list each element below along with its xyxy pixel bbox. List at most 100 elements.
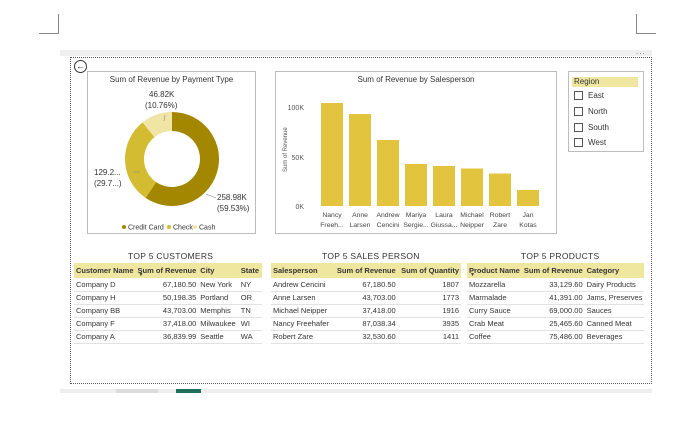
table-cell: Crab Meat xyxy=(467,317,522,331)
credit-percent-label: (59.53%) xyxy=(217,204,250,213)
table-cell: 1411 xyxy=(397,330,461,344)
table-row[interactable]: Coffee 75,486.00 Beverages xyxy=(467,330,645,344)
legend-cash-label[interactable]: Cash xyxy=(199,225,215,232)
region-option-label: East xyxy=(588,91,605,100)
table-header-row: Salesperson Sum of Revenue Sum of Quanti… xyxy=(271,263,461,278)
table-cell: Seattle xyxy=(198,330,239,344)
table-cell: 50,198.35 xyxy=(135,291,199,305)
x-tick-label: Freeh... xyxy=(320,222,344,229)
table-cell: 43,703.00 xyxy=(334,291,398,305)
table-row[interactable]: Company A 36,839.99 Seattle WA xyxy=(74,330,262,344)
table-row[interactable]: Company H 50,198.35 Portland OR xyxy=(74,291,262,305)
column-header[interactable]: Sum of Revenue ▼ xyxy=(135,263,199,278)
region-option-north[interactable]: North xyxy=(574,107,608,117)
region-option-west[interactable]: West xyxy=(574,138,606,148)
page-scrollbar-track[interactable] xyxy=(60,389,652,393)
page-tab-active[interactable] xyxy=(176,389,201,393)
table-row[interactable]: Company BB 43,703.00 Memphis TN xyxy=(74,304,262,318)
checkbox-icon[interactable] xyxy=(574,107,583,116)
region-option-south[interactable]: South xyxy=(574,123,609,133)
table-header-row: Customer Name Sum of Revenue ▼ City State xyxy=(74,263,262,278)
column-header[interactable]: State xyxy=(238,263,262,278)
bar-6[interactable] xyxy=(489,173,511,207)
bar-1[interactable] xyxy=(349,114,371,206)
table-row[interactable]: Crab Meat 25,465.60 Canned Meat xyxy=(467,317,645,331)
region-slicer[interactable]: Region East North South West xyxy=(568,71,644,152)
top-customers-table[interactable]: Customer Name Sum of Revenue ▼ City State… xyxy=(74,263,262,344)
table-cell: 41,391.00 xyxy=(521,291,585,305)
table-cell: TN xyxy=(238,304,262,318)
table-cell: Anne Larsen xyxy=(271,291,335,305)
table-cell: 75,486.00 xyxy=(521,330,585,344)
column-header[interactable]: Sum of Quantity xyxy=(397,263,461,278)
region-option-label: North xyxy=(588,107,608,116)
column-header[interactable]: Sum of Revenue xyxy=(521,263,585,278)
table-cell: 32,530.60 xyxy=(334,330,398,344)
table-cell: 37,418.00 xyxy=(334,304,398,318)
column-header[interactable]: Product Name ▼ xyxy=(467,263,522,278)
legend-check-label[interactable]: Check xyxy=(173,225,193,232)
back-arrow-icon[interactable]: ← xyxy=(74,60,87,73)
bar-0[interactable] xyxy=(321,103,343,206)
table-cell: Memphis xyxy=(198,304,239,318)
page-tab-inactive[interactable] xyxy=(116,389,158,393)
table-row[interactable]: Marmalade 41,391.00 Jams, Preserves xyxy=(467,291,645,305)
legend-credit-card-label[interactable]: Credit Card xyxy=(128,225,164,232)
table-cell: Nancy Freehafer xyxy=(271,317,335,331)
top-products-table[interactable]: Product Name ▼ Sum of Revenue Category Mo… xyxy=(467,263,645,344)
table-cell: Company F xyxy=(74,317,136,331)
table-cell: Jams, Preserves xyxy=(584,291,645,305)
top-salesperson-title: TOP 5 SALES PERSON xyxy=(322,251,420,261)
table-row[interactable]: Anne Larsen 43,703.00 1773 xyxy=(271,291,461,305)
report-canvas: ← Sum of Revenue by Payment Type 46.82K … xyxy=(70,57,652,384)
column-header[interactable]: Category xyxy=(584,263,645,278)
sort-descending-icon[interactable]: ▼ xyxy=(470,272,475,278)
column-header[interactable]: Sum of Revenue xyxy=(334,263,398,278)
column-header[interactable]: Customer Name xyxy=(74,263,136,278)
table-cell: Sauces xyxy=(584,304,645,318)
y-axis-label: Sum of Revenue xyxy=(283,127,289,172)
table-row[interactable]: Company F 37,418.00 Milwaukee WI xyxy=(74,317,262,331)
column-header[interactable]: Salesperson xyxy=(271,263,335,278)
region-option-label: West xyxy=(588,138,607,147)
table-cell: NY xyxy=(238,278,262,292)
table-cell: 1807 xyxy=(397,278,461,292)
bar-7[interactable] xyxy=(517,190,539,206)
credit-leader-line xyxy=(205,193,217,199)
table-row[interactable]: Curry Sauce 69,000.00 Sauces xyxy=(467,304,645,318)
table-row[interactable]: Mozzarella 33,129.60 Dairy Products xyxy=(467,278,645,292)
x-tick-label: Mariya xyxy=(406,212,427,219)
table-row[interactable]: Company D 67,180.50 New York NY xyxy=(74,278,262,292)
checkbox-icon[interactable] xyxy=(574,91,583,100)
region-option-east[interactable]: East xyxy=(574,91,604,101)
bar-chart-title: Sum of Revenue by Salesperson xyxy=(357,75,475,84)
checkbox-icon[interactable] xyxy=(574,138,583,147)
table-cell: 1916 xyxy=(397,304,461,318)
table-row[interactable]: Michael Neipper 37,418.00 1916 xyxy=(271,304,461,318)
table-row[interactable]: Nancy Freehafer 87,038.34 3935 xyxy=(271,317,461,331)
bar-3[interactable] xyxy=(405,164,427,206)
salesperson-bar-chart[interactable]: Sum of Revenue by Salesperson Sum of Rev… xyxy=(275,71,557,234)
table-cell: Robert Zare xyxy=(271,330,335,344)
region-slicer-title: Region xyxy=(572,77,638,87)
x-tick-label: Zare xyxy=(493,222,507,229)
donut-slice-check[interactable] xyxy=(125,122,157,198)
checkbox-icon[interactable] xyxy=(574,123,583,132)
payment-type-donut-chart[interactable]: Sum of Revenue by Payment Type 46.82K (1… xyxy=(87,71,256,234)
bar-4[interactable] xyxy=(433,166,455,206)
report-top-strip xyxy=(60,50,652,56)
check-percent-label: (29.7...) xyxy=(94,179,122,188)
column-header[interactable]: City xyxy=(198,263,239,278)
more-options-icon[interactable]: ... xyxy=(636,47,646,56)
check-value-label: 129.2... xyxy=(94,168,121,177)
table-row[interactable]: Andrew Cencini 67,180.50 1807 xyxy=(271,278,461,292)
top-salesperson-table[interactable]: Salesperson Sum of Revenue Sum of Quanti… xyxy=(271,263,461,344)
table-cell: 3935 xyxy=(397,317,461,331)
table-row[interactable]: Robert Zare 32,530.60 1411 xyxy=(271,330,461,344)
top-customers-title: TOP 5 CUSTOMERS xyxy=(128,251,214,261)
donut-slice-credit-card[interactable] xyxy=(145,112,219,206)
bar-5[interactable] xyxy=(461,168,483,207)
bar-2[interactable] xyxy=(377,140,399,206)
sort-descending-icon[interactable]: ▼ xyxy=(138,272,144,278)
table-cell: WI xyxy=(238,317,262,331)
